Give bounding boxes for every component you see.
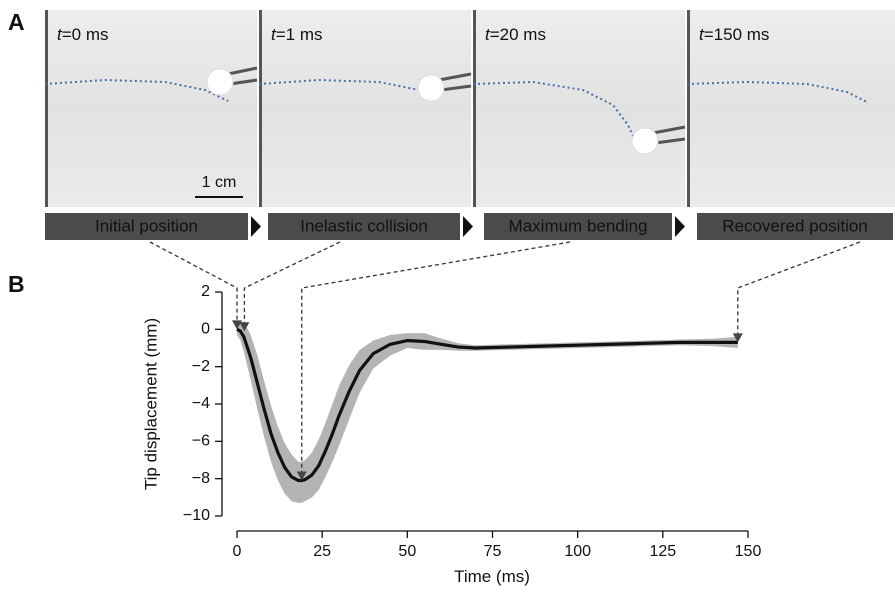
time-value: =0 ms xyxy=(62,25,109,44)
plot: 2 0 −2 −4 −6 −8 −10 0 25 50 75 100 125 150 xyxy=(149,241,861,560)
link-line xyxy=(149,241,238,322)
panel-letter: B xyxy=(8,271,25,297)
rod xyxy=(654,137,686,145)
time-value: =150 ms xyxy=(704,25,770,44)
stage-bar xyxy=(268,213,460,240)
y-tick-label: 2 xyxy=(201,283,210,300)
y-tick-label: −8 xyxy=(192,470,210,487)
arrow-head xyxy=(232,320,242,330)
time-label: t=1 ms xyxy=(271,25,323,44)
photo-edge xyxy=(473,10,476,207)
y-tick-label: −6 xyxy=(192,433,210,450)
mean-line xyxy=(236,327,738,483)
photo-edge xyxy=(687,10,690,207)
photo xyxy=(45,10,257,207)
y-tick-label: −10 xyxy=(183,507,210,524)
y-tick-label: 0 xyxy=(201,321,210,338)
arrow-head xyxy=(296,471,307,481)
stage-label: Recovered position xyxy=(722,216,868,235)
time-label: t=150 ms xyxy=(699,25,769,44)
stage-label: Maximum bending xyxy=(509,216,648,235)
time-value: =20 ms xyxy=(490,25,546,44)
time-label: t=0 ms xyxy=(57,25,109,44)
stage-bar xyxy=(45,213,248,240)
beam xyxy=(44,78,229,102)
time-symbol: t xyxy=(57,25,63,44)
link-line xyxy=(301,241,571,473)
stage-bar xyxy=(697,213,893,240)
ball xyxy=(417,74,445,102)
beam xyxy=(258,78,438,99)
ball xyxy=(206,68,234,96)
arrow-head xyxy=(732,333,743,343)
panel-letter: A xyxy=(8,9,25,35)
time-symbol: t xyxy=(699,25,705,44)
rod xyxy=(227,66,258,76)
photo xyxy=(259,10,471,207)
time-symbol: t xyxy=(485,25,491,44)
photo-edge xyxy=(259,10,262,207)
stage-arrow xyxy=(463,216,473,237)
photo xyxy=(473,10,685,207)
arrow-head xyxy=(239,322,250,332)
x-tick-label: 150 xyxy=(735,543,762,560)
rod xyxy=(229,78,258,86)
stage-arrow xyxy=(675,216,685,237)
link-line xyxy=(737,241,861,335)
x-tick-label: 75 xyxy=(484,543,502,560)
time-symbol: t xyxy=(271,25,277,44)
rod xyxy=(438,72,472,82)
x-tick-label: 100 xyxy=(564,543,591,560)
y-tick-label: −2 xyxy=(192,358,210,375)
beam xyxy=(686,80,868,103)
stage-label: Inelastic collision xyxy=(300,216,428,235)
link-line xyxy=(243,241,341,324)
stage-arrow xyxy=(251,216,261,237)
photo-edge xyxy=(45,10,48,207)
time-value: =1 ms xyxy=(276,25,323,44)
y-axis-label: Tip displacement (mm) xyxy=(141,318,160,490)
y-tick-label: −4 xyxy=(192,395,210,412)
x-tick-label: 0 xyxy=(233,543,242,560)
x-tick-label: 50 xyxy=(398,543,416,560)
stage-bar xyxy=(484,213,672,240)
scale-bar-label: 1 cm xyxy=(202,174,237,191)
x-axis-label: Time (ms) xyxy=(454,567,530,586)
time-label: t=20 ms xyxy=(485,25,546,44)
rod xyxy=(440,84,472,92)
x-tick-label: 25 xyxy=(313,543,331,560)
photo xyxy=(687,10,895,207)
rod xyxy=(652,125,686,135)
ball xyxy=(631,127,659,155)
beam xyxy=(472,80,636,141)
stage-label: Initial position xyxy=(95,216,198,235)
x-tick-label: 125 xyxy=(649,543,676,560)
